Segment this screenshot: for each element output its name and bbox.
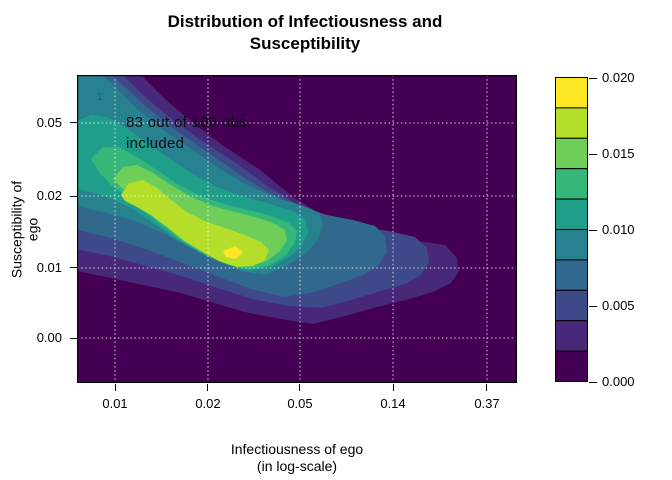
x-tick-label: 0.37: [474, 396, 500, 411]
x-axis-label: Infectiousness of ego (in log-scale): [97, 441, 497, 475]
colorbar-tick-label: 0.000: [602, 374, 635, 389]
colorbar: [555, 77, 588, 383]
colorbar-tick-mark: [589, 77, 597, 79]
colorbar-tick-label: 0.020: [602, 70, 635, 85]
colorbar-block: [555, 107, 588, 139]
colorbar-tick-mark: [589, 381, 597, 383]
y-tick-label: 0.01: [36, 259, 62, 275]
contour-band: [121, 180, 269, 267]
chart-title: Distribution of Infectiousness and Susce…: [105, 11, 505, 55]
colorbar-block: [555, 229, 588, 261]
colorbar-tick-label: 0.010: [602, 222, 635, 237]
y-tick-mark: [70, 122, 77, 124]
colorbar-block: [555, 320, 588, 352]
colorbar-tick-mark: [589, 305, 597, 307]
colorbar-block: [555, 259, 588, 291]
x-tick-mark: [207, 384, 209, 391]
contour-inner-label: 1: [97, 92, 103, 103]
plot-annotation-line2: included: [126, 135, 185, 152]
x-tick-mark: [114, 384, 116, 391]
y-tick-mark: [70, 195, 77, 197]
colorbar-block: [555, 350, 588, 383]
colorbar-block: [555, 137, 588, 170]
x-tick-label: 0.02: [195, 396, 221, 411]
colorbar-block: [555, 198, 588, 230]
contour-band: [223, 246, 243, 259]
x-tick-mark: [299, 384, 301, 391]
x-tick-mark: [392, 384, 394, 391]
y-tick-mark: [70, 337, 77, 339]
colorbar-tick-mark: [589, 153, 597, 155]
colorbar-block: [555, 77, 588, 109]
chart-title-line2: Susceptibility: [249, 34, 361, 53]
colorbar-tick-mark: [589, 229, 597, 231]
colorbar-block: [555, 168, 588, 200]
chart-title-line1: Distribution of Infectiousness and: [167, 12, 443, 31]
contour-plot: 1: [77, 75, 517, 383]
y-tick-label: 0.00: [36, 330, 62, 345]
plot-annotation: 83 out of 100 obs. included: [126, 112, 252, 154]
colorbar-tick-label: 0.005: [602, 298, 635, 313]
x-tick-label: 0.14: [380, 396, 406, 411]
x-tick-mark: [486, 384, 488, 391]
colorbar-block: [555, 289, 588, 322]
y-tick-label: 0.02: [36, 188, 62, 203]
x-axis-label-line2: (in log-scale): [256, 458, 338, 474]
x-tick-label: 0.05: [287, 396, 313, 411]
colorbar-tick-label: 0.015: [602, 146, 635, 161]
x-tick-label: 0.01: [102, 396, 128, 411]
plot-annotation-line1: 83 out of 100 obs.: [126, 114, 252, 131]
x-axis-label-line1: Infectiousness of ego: [230, 441, 364, 457]
plot-border: [77, 75, 517, 383]
y-tick-label: 0.05: [36, 114, 62, 130]
y-tick-mark: [70, 267, 77, 269]
